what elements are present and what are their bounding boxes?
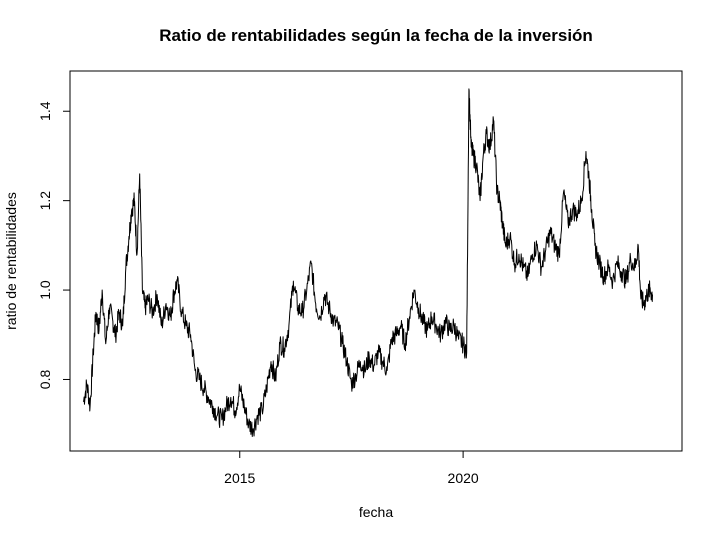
series-line — [82, 88, 654, 437]
y-tick-label: 0.8 — [37, 370, 53, 390]
y-axis-label: ratio de rentabilidades — [3, 192, 19, 330]
x-axis-label: fecha — [359, 504, 393, 520]
x-axis: 2015 2020 — [224, 450, 479, 486]
x-tick-label: 2020 — [448, 470, 479, 486]
y-tick-label: 1.2 — [37, 191, 53, 211]
series-group — [82, 88, 654, 437]
y-tick-label: 1.4 — [37, 101, 53, 121]
chart-title: Ratio de rentabilidades según la fecha d… — [159, 26, 593, 45]
y-axis: 0.8 1.0 1.2 1.4 — [37, 101, 71, 390]
y-tick-label: 1.0 — [37, 280, 53, 300]
x-tick-label: 2015 — [224, 470, 255, 486]
